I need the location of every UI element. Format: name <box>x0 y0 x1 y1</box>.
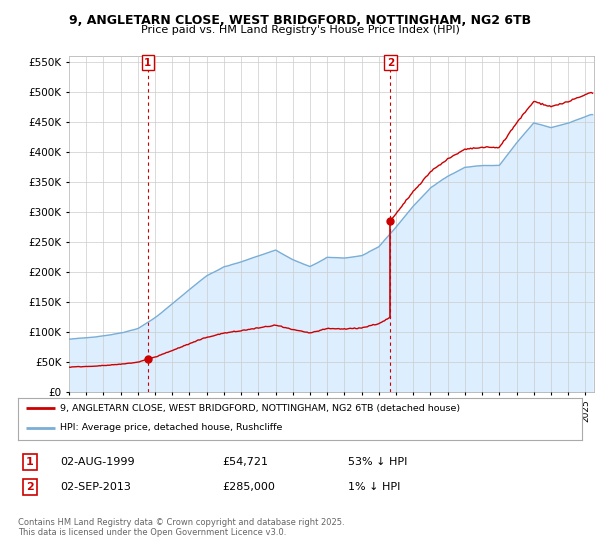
Text: Contains HM Land Registry data © Crown copyright and database right 2025.
This d: Contains HM Land Registry data © Crown c… <box>18 518 344 538</box>
Text: 1% ↓ HPI: 1% ↓ HPI <box>348 482 400 492</box>
Text: £285,000: £285,000 <box>222 482 275 492</box>
Text: 02-AUG-1999: 02-AUG-1999 <box>60 457 134 467</box>
Text: 2: 2 <box>26 482 34 492</box>
Text: 1: 1 <box>26 457 34 467</box>
Text: 02-SEP-2013: 02-SEP-2013 <box>60 482 131 492</box>
Text: 1: 1 <box>144 58 151 68</box>
Text: Price paid vs. HM Land Registry's House Price Index (HPI): Price paid vs. HM Land Registry's House … <box>140 25 460 35</box>
Text: 2: 2 <box>387 58 394 68</box>
Text: £54,721: £54,721 <box>222 457 268 467</box>
Text: 53% ↓ HPI: 53% ↓ HPI <box>348 457 407 467</box>
Text: HPI: Average price, detached house, Rushcliffe: HPI: Average price, detached house, Rush… <box>60 423 283 432</box>
Text: 9, ANGLETARN CLOSE, WEST BRIDGFORD, NOTTINGHAM, NG2 6TB (detached house): 9, ANGLETARN CLOSE, WEST BRIDGFORD, NOTT… <box>60 404 460 413</box>
Text: 9, ANGLETARN CLOSE, WEST BRIDGFORD, NOTTINGHAM, NG2 6TB: 9, ANGLETARN CLOSE, WEST BRIDGFORD, NOTT… <box>69 14 531 27</box>
